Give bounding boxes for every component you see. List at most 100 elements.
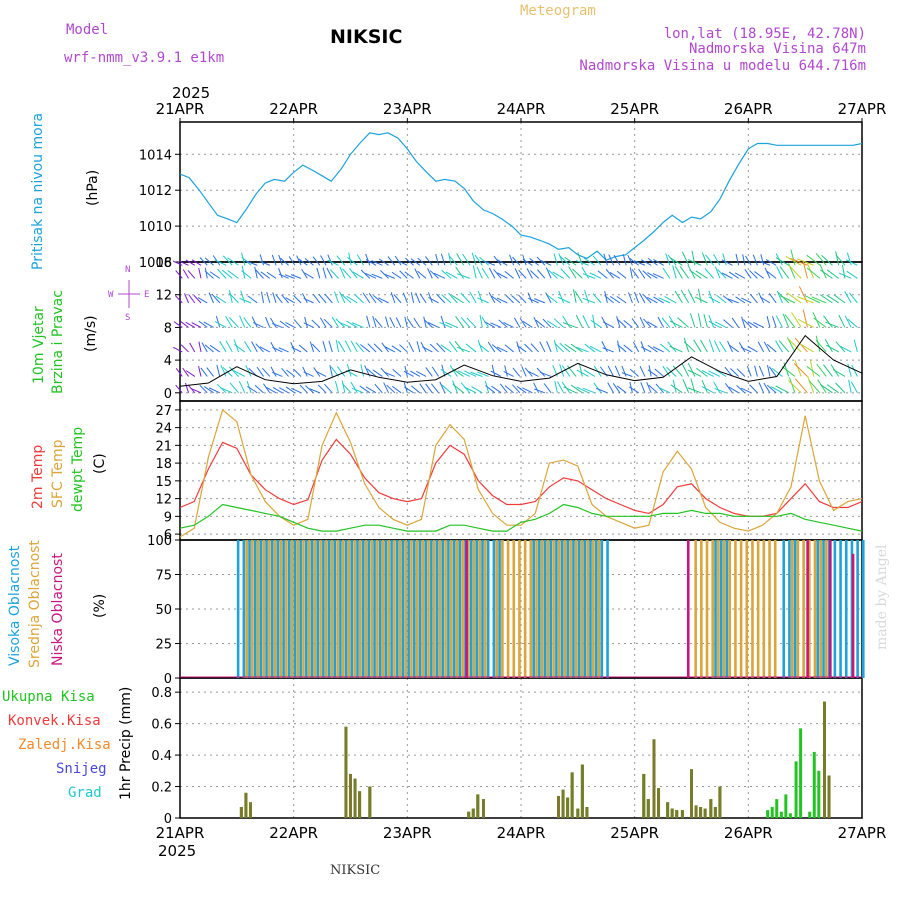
wind-barb [336,366,346,377]
mid-cloud-bar [751,540,754,678]
wind-barb [768,293,777,304]
wind-barb [577,252,583,266]
wind-barb [744,255,752,266]
wind-barb [278,254,283,266]
high-cloud-bar [452,540,456,678]
wind-barb [312,293,321,304]
wind-barb [771,367,783,377]
high-cloud-bar [538,540,541,678]
precip-bar-frozen [694,805,698,818]
mid-cloud-bar [421,540,425,678]
mid-cloud-bar [739,540,743,678]
wind-barb [304,258,314,266]
wind-barb [402,292,408,304]
wind-barb [629,368,639,377]
wind-barb [681,251,690,266]
wind-barb [819,384,833,394]
wind-barb [616,295,627,304]
high-cloud-bar [714,540,717,678]
wind-barb [368,293,377,304]
wind-barb [474,254,483,266]
wind-barb [758,382,765,394]
wind-barb [278,268,283,279]
wind-barb [204,344,214,353]
wind-barb [208,292,214,304]
precip-bar-frozen [471,808,475,818]
wind-barb [629,267,633,279]
mid-cloud-bar [773,540,777,678]
wind-barb [204,257,214,266]
wind-barb [440,315,446,328]
y-tick-label: 100 [147,534,172,549]
wind-barb [460,316,471,328]
mid-cloud-bar [467,540,470,678]
wind-barb [724,366,733,377]
wind-barb [691,250,696,266]
wind-barb [804,295,821,304]
wind-barb [554,342,564,353]
wind-barb [504,385,514,394]
wind-barb [592,293,602,304]
wind-barb [540,371,552,377]
wind-barb [662,365,671,377]
wind-barb [225,316,233,328]
wind-barb [784,314,796,328]
wind-barb [621,372,633,377]
wind-barb [285,386,296,394]
wind-barb [327,259,339,266]
mid-cloud-bar [245,540,248,678]
wind-barb [562,315,571,328]
wind-barb [530,270,539,279]
precip-bar-frozen [709,799,713,818]
model-elevation-label: Nadmorska Visina u modelu 644.716m [579,58,866,74]
wind-barb [749,293,758,304]
precip-bar-frozen [713,806,717,818]
wind-barb [455,316,465,328]
wind-barb [193,294,202,304]
wind-barb [247,295,258,304]
wind-barb [197,297,208,304]
wind-barb [433,272,446,279]
wind-barb [285,321,296,328]
mid-cloud-bar [569,540,572,678]
precip-bar-total [808,811,812,818]
wind-barb [623,320,633,328]
wind-barb [554,380,558,393]
wind-barb [251,316,258,328]
high-cloud-bar [242,540,246,678]
wind-barb [290,274,302,279]
wind-barb [427,268,433,279]
high-cloud-bar [725,540,729,678]
wind-barb [694,296,708,304]
high-cloud-bar [486,540,490,678]
wind-barb [708,339,715,353]
wind-barb [658,297,671,304]
mid-cloud-bar [597,540,601,678]
wind-barb [542,318,552,328]
mid-cloud-bar [290,540,294,678]
wind-barb [536,256,546,266]
wind-barb [441,384,452,394]
wind-barb [553,339,558,353]
wind-barb [219,341,227,353]
y-tick-label: 0.2 [151,781,172,796]
mid-cloud-bar [557,540,561,678]
wind-barb [705,254,715,266]
wind-barb [318,293,327,304]
wind-barb [682,378,690,394]
mid-cloud-bar [472,540,476,678]
wind-barb [819,294,833,304]
wind-barb [493,269,502,279]
legend-frozen-precip: Zaledj.Kisa [18,737,111,753]
wind-barb [227,257,239,266]
wind-barb [775,315,783,328]
mid-cloud-bar [768,540,771,678]
mid-cloud-bar [717,540,720,678]
precip-bar-frozen [349,773,352,818]
wind-barb [198,366,202,377]
mid-cloud-bar [745,540,749,678]
wind-barb [722,295,733,304]
wind-barb [191,259,202,266]
wind-barb [522,387,533,394]
mid-cloud-bar [296,540,300,678]
